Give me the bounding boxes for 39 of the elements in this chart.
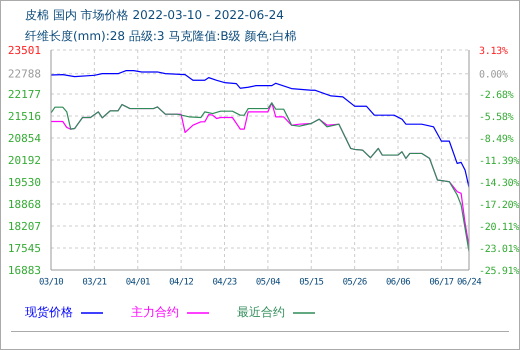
x-tick-label: 06/17 (429, 277, 454, 288)
legend-label: 现货价格 (25, 304, 73, 321)
y2-tick-label: -25.91% (479, 266, 520, 277)
y-tick-label: 23501 (8, 44, 41, 57)
x-tick-label: 03/21 (82, 277, 107, 288)
y-tick-label: 18868 (8, 198, 41, 212)
x-tick-label: 05/26 (342, 277, 367, 288)
y2-tick-label: -2.68% (479, 90, 514, 102)
y2-tick-label: -14.30% (479, 178, 520, 190)
y2-tick-label: -11.39% (479, 156, 520, 167)
y-tick-label: 21516 (8, 110, 41, 123)
y-tick-label: 22177 (8, 88, 41, 102)
y2-tick-label: -17.20% (479, 200, 520, 212)
x-tick-label: 06/06 (386, 277, 410, 288)
line-series (51, 70, 469, 188)
y-tick-label: 17545 (8, 242, 41, 255)
x-tick-label: 03/10 (38, 277, 64, 288)
chart-subtitle: 纤维长度(mm):28 品级:3 马克隆值:B级 颜色:白棉 (25, 28, 296, 45)
y2-tick-label: -8.49% (479, 134, 514, 146)
y-tick-label: 18207 (8, 220, 41, 233)
y2-tick-label: -20.11% (479, 222, 520, 234)
x-tick-label: 04/12 (169, 277, 194, 288)
x-tick-label: 04/01 (126, 277, 150, 288)
y2-tick-label: -5.58% (479, 112, 514, 123)
y-tick-label: 20192 (8, 154, 41, 167)
x-tick-label: 04/23 (212, 277, 237, 288)
legend-label: 最近合约 (237, 304, 285, 321)
y2-tick-label: 0.00% (479, 70, 508, 81)
x-tick-label: 06/24 (456, 277, 482, 288)
chart-title: 皮棉 国内 市场价格 2022-03-10 - 2022-06-24 (25, 7, 284, 24)
y2-tick-label: -23.01% (479, 244, 520, 256)
y-tick-label: 22788 (8, 68, 41, 81)
y-tick-label: 20854 (8, 132, 42, 145)
y-tick-label: 19530 (8, 176, 41, 190)
x-tick-label: 05/04 (256, 277, 280, 288)
x-tick-label: 05/15 (299, 277, 324, 288)
legend-label: 主力合约 (131, 304, 179, 321)
y2-tick-label: 3.13% (479, 46, 508, 57)
y-tick-label: 16883 (8, 264, 41, 277)
